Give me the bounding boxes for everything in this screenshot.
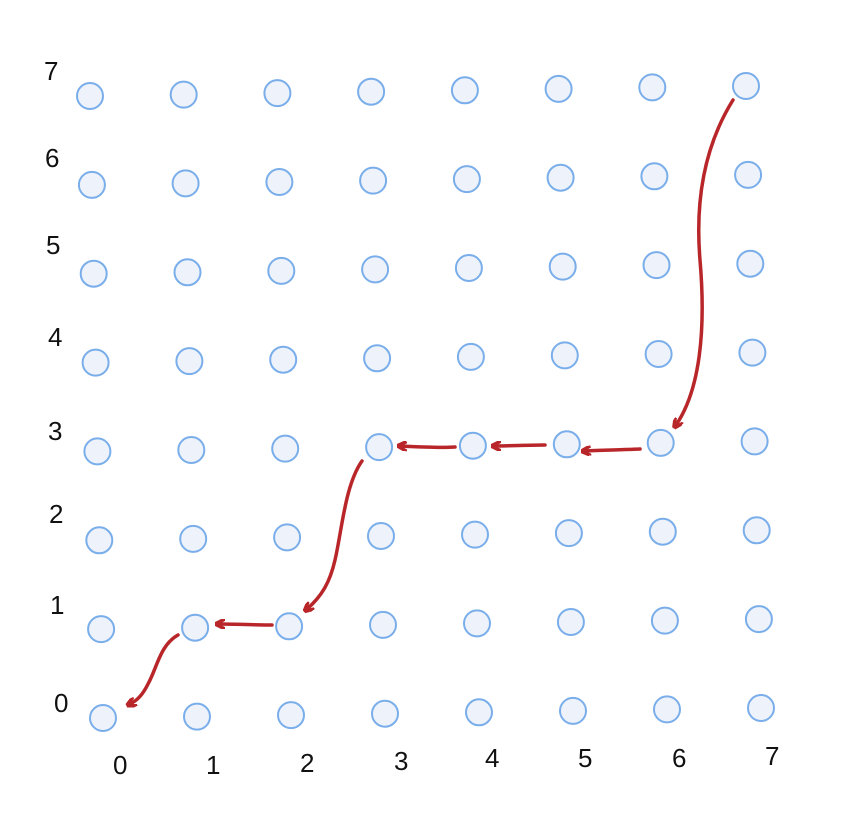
grid-node-5-1 — [556, 608, 585, 636]
grid-node-6-1 — [650, 606, 679, 635]
grid-nodes — [76, 72, 775, 732]
grid-node-2-5 — [267, 256, 296, 285]
y-label-6: 6 — [45, 143, 59, 173]
grid-node-2-3 — [271, 434, 300, 463]
grid-node-2-6 — [265, 168, 294, 196]
arrow-3-3-to-2-1 — [307, 459, 364, 609]
x-label-6: 6 — [672, 743, 686, 773]
grid-node-2-0 — [277, 701, 305, 730]
grid-node-6-7 — [638, 73, 667, 102]
grid-node-1-2 — [179, 524, 208, 553]
grid-node-3-4 — [363, 344, 392, 373]
y-label-1: 1 — [50, 590, 64, 620]
grid-node-0-1 — [87, 615, 116, 644]
grid-node-5-6 — [546, 163, 575, 192]
grid-node-4-0 — [465, 698, 493, 727]
x-axis-labels: 0 1 2 3 4 5 6 7 — [113, 741, 779, 780]
grid-node-7-3 — [740, 427, 769, 456]
grid-node-0-2 — [85, 526, 114, 555]
grid-node-4-4 — [456, 342, 485, 371]
path-arrows — [130, 98, 735, 704]
grid-node-6-5 — [642, 251, 671, 280]
grid-node-4-1 — [463, 609, 491, 638]
grid-node-7-1 — [744, 605, 773, 634]
y-label-0: 0 — [54, 688, 68, 718]
grid-node-0-0 — [89, 704, 117, 732]
grid-node-3-3 — [365, 433, 394, 462]
grid-node-4-7 — [450, 76, 479, 105]
grid-node-7-4 — [738, 338, 767, 367]
grid-node-6-2 — [648, 517, 677, 546]
arrow-2-1-to-1-1 — [219, 624, 274, 625]
y-label-4: 4 — [48, 322, 62, 352]
grid-node-3-2 — [367, 522, 395, 550]
arrow-1-1-to-0-0 — [130, 633, 180, 704]
arrow-4-3-to-3-3 — [401, 446, 457, 447]
grid-node-1-4 — [175, 347, 204, 376]
grid-node-4-2 — [461, 520, 489, 549]
arrow-7-7-to-6-3 — [676, 98, 735, 425]
x-label-2: 2 — [300, 748, 314, 778]
y-label-2: 2 — [49, 499, 63, 529]
grid-node-1-5 — [173, 258, 202, 287]
grid-node-7-6 — [734, 160, 763, 189]
x-label-0: 0 — [113, 750, 127, 780]
grid-node-7-0 — [747, 694, 775, 722]
grid-node-4-6 — [452, 165, 481, 194]
grid-node-6-3 — [646, 428, 675, 457]
grid-node-2-1 — [275, 612, 304, 641]
y-axis-labels: 7 6 5 4 3 2 1 0 — [44, 56, 68, 718]
grid-node-5-5 — [548, 252, 577, 281]
grid-node-5-3 — [552, 430, 581, 459]
grid-node-1-0 — [183, 702, 211, 731]
grid-node-0-7 — [76, 82, 104, 110]
grid-node-1-6 — [171, 169, 200, 198]
grid-node-7-7 — [732, 72, 760, 100]
grid-node-7-2 — [742, 516, 771, 545]
grid-node-0-5 — [79, 259, 108, 288]
grid-node-4-5 — [454, 254, 483, 282]
arrow-5-3-to-4-3 — [495, 445, 547, 446]
grid-node-5-0 — [559, 696, 587, 725]
grid-node-6-4 — [644, 340, 673, 368]
grid-node-3-6 — [359, 166, 388, 195]
grid-node-3-0 — [371, 699, 399, 728]
grid-node-7-5 — [736, 249, 765, 278]
grid-node-0-3 — [83, 437, 112, 466]
grid-node-0-6 — [77, 170, 106, 199]
x-label-3: 3 — [394, 746, 408, 776]
grid-node-2-7 — [263, 79, 292, 108]
x-label-5: 5 — [578, 743, 592, 773]
grid-node-0-4 — [81, 348, 110, 377]
y-label-7: 7 — [44, 56, 58, 86]
x-label-4: 4 — [485, 743, 499, 773]
x-label-7: 7 — [765, 741, 779, 771]
grid-node-6-0 — [653, 695, 681, 724]
grid-node-3-5 — [361, 255, 390, 284]
grid-node-5-2 — [554, 519, 583, 548]
grid-node-1-7 — [169, 80, 198, 109]
grid-node-2-2 — [273, 523, 302, 552]
arrow-6-3-to-5-3 — [585, 449, 642, 451]
y-label-5: 5 — [46, 230, 60, 260]
grid-node-5-4 — [550, 341, 579, 370]
grid-node-2-4 — [269, 345, 298, 374]
grid-node-3-7 — [357, 77, 386, 106]
grid-node-4-3 — [458, 431, 487, 460]
grid-node-5-7 — [544, 74, 573, 103]
x-label-1: 1 — [206, 750, 220, 780]
grid-node-6-6 — [640, 162, 669, 191]
y-label-3: 3 — [48, 416, 62, 446]
grid-node-1-1 — [181, 613, 210, 642]
grid-node-1-3 — [177, 436, 206, 464]
grid-node-3-1 — [369, 610, 397, 639]
